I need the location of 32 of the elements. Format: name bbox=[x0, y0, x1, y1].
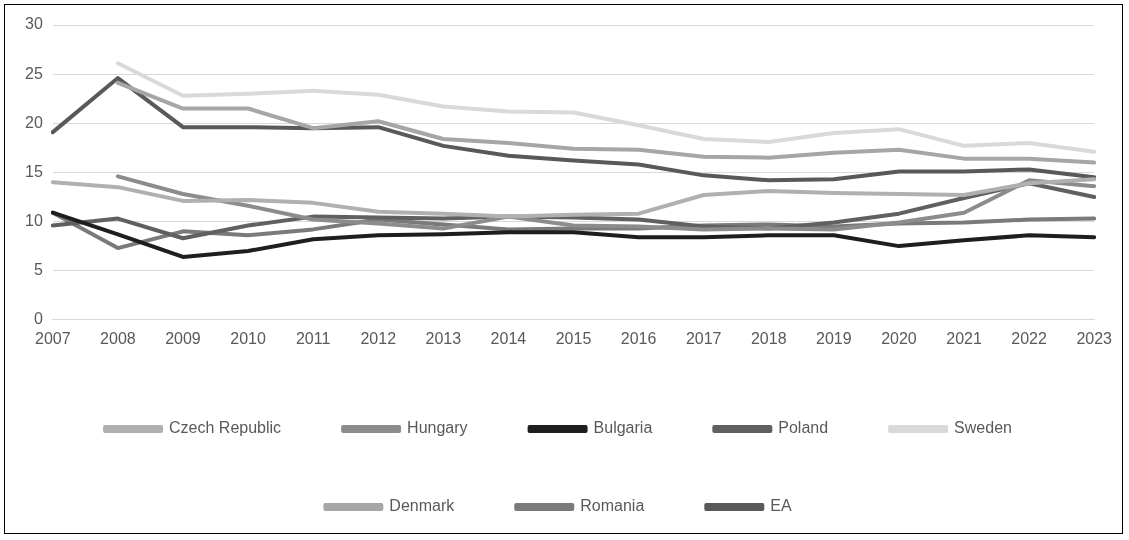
legend-label: Sweden bbox=[954, 419, 1012, 437]
x-tick-label: 2018 bbox=[750, 329, 787, 347]
x-tick-label: 2008 bbox=[100, 329, 136, 347]
legend-label: Bulgaria bbox=[593, 419, 653, 437]
y-tick-label: 5 bbox=[33, 261, 43, 279]
x-tick-label: 2015 bbox=[555, 329, 592, 347]
legend-label: Hungary bbox=[407, 419, 468, 437]
y-tick-label: 15 bbox=[25, 162, 43, 180]
x-tick-label: 2013 bbox=[425, 329, 462, 347]
x-tick-label: 2009 bbox=[165, 329, 201, 347]
y-tick-label: 30 bbox=[25, 15, 43, 33]
x-tick-label: 2007 bbox=[35, 329, 71, 347]
y-tick-label: 25 bbox=[25, 64, 43, 82]
x-tick-label: 2014 bbox=[490, 329, 527, 347]
x-tick-label: 2016 bbox=[620, 329, 657, 347]
x-tick-label: 2022 bbox=[1011, 329, 1048, 347]
x-tick-label: 2019 bbox=[816, 329, 852, 347]
y-tick-label: 20 bbox=[25, 113, 43, 131]
legend-label: EA bbox=[770, 497, 792, 515]
y-tick-label: 10 bbox=[25, 211, 43, 229]
x-tick-label: 2011 bbox=[295, 329, 331, 347]
x-tick-label: 2012 bbox=[360, 329, 397, 347]
x-tick-label: 2021 bbox=[946, 329, 982, 347]
legend-label: Romania bbox=[580, 497, 645, 515]
x-tick-label: 2010 bbox=[230, 329, 266, 347]
legend-label: Denmark bbox=[389, 497, 456, 515]
legend-label: Poland bbox=[778, 419, 829, 437]
y-tick-label: 0 bbox=[33, 310, 43, 328]
legend-label: Czech Republic bbox=[169, 419, 282, 437]
x-tick-label: 2020 bbox=[881, 329, 917, 347]
x-tick-label: 2023 bbox=[1076, 329, 1113, 347]
x-tick-label: 2017 bbox=[685, 329, 722, 347]
